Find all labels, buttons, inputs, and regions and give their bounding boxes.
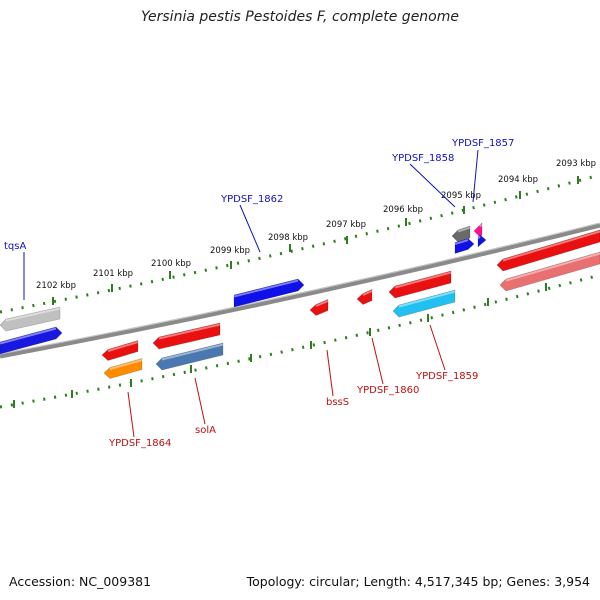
gene-feature-YPDSF_1860-shine: [362, 290, 373, 296]
leader-line: [127, 391, 135, 438]
accession-text: Accession: NC_009381: [9, 574, 152, 589]
gene-feature-YPDSF_1858-a-shine: [457, 226, 471, 233]
gene-feature-YPDSF_1864-b-shine: [109, 359, 143, 370]
gene-feature-bssS[interactable]: [309, 299, 329, 316]
gene-feature-YPDSF_1859-shine: [394, 271, 452, 289]
gene-feature-YPDSF_1858[interactable]: [454, 238, 475, 254]
gene-label-reverse[interactable]: YPDSF_1860: [356, 385, 419, 396]
tick-label: 2097 kbp: [326, 220, 366, 230]
gene-feature-tqsA[interactable]: [0, 326, 63, 355]
gene-feature-bssS-shine: [315, 300, 329, 307]
forward-ruler: [0, 173, 600, 314]
tick-label: 2096 kbp: [383, 205, 423, 215]
gene-feature-solA-b[interactable]: [155, 342, 224, 371]
gene-feature-YPDSF_1859[interactable]: [388, 270, 452, 299]
map-title: Yersinia pestis Pestoides F, complete ge…: [141, 9, 459, 25]
genome-backbone: [0, 222, 600, 359]
tick-label: 2101 kbp: [93, 269, 133, 279]
gene-label-reverse[interactable]: bssS: [326, 397, 349, 408]
tick-label: 2098 kbp: [268, 233, 308, 243]
gene-feature-right-red-shine: [502, 230, 600, 262]
gene-feature-YPDSF_1864[interactable]: [101, 340, 139, 361]
gene-feature-right-red[interactable]: [496, 229, 600, 272]
leader-line: [194, 377, 206, 425]
leader-line: [409, 163, 456, 208]
tick-label: 2093 kbp: [556, 159, 596, 169]
gene-label-reverse[interactable]: YPDSF_1859: [415, 371, 478, 382]
gene-feature-YPDSF_1857-b-shine: [477, 235, 481, 240]
leader-line: [371, 337, 384, 385]
gene-label-forward[interactable]: YPDSF_1862: [220, 194, 283, 205]
tick-label: 2094 kbp: [498, 175, 538, 185]
leader-line: [326, 349, 334, 397]
gene-label-forward[interactable]: YPDSF_1858: [391, 153, 454, 164]
leader-line: [472, 149, 479, 203]
leader-line: [239, 204, 261, 253]
gene-feature-YPDSF_1858-shine: [454, 239, 469, 245]
gene-feature-YPDSF_1859-b-shine: [398, 290, 456, 308]
gene-feature-YPDSF_1859-b[interactable]: [392, 289, 456, 318]
gene-feature-YPDSF_1860[interactable]: [356, 289, 373, 305]
gene-label-forward[interactable]: YPDSF_1857: [451, 138, 514, 149]
gene-feature-YPDSF_1864-shine: [107, 341, 139, 352]
gene-label-reverse[interactable]: solA: [195, 425, 216, 436]
gene-feature-YPDSF_1862-shine: [233, 279, 299, 298]
gene-feature-solA-shine: [158, 323, 221, 340]
genome-summary: Topology: circular; Length: 4,517,345 bp…: [246, 574, 590, 589]
gene-label-reverse[interactable]: YPDSF_1864: [108, 438, 171, 449]
gene-feature-solA-b-shine: [161, 343, 224, 361]
gene-feature-right-pink-shine: [505, 252, 600, 282]
tick-label: 2100 kbp: [151, 259, 191, 269]
gene-feature-gray-shine: [5, 307, 61, 322]
gene-feature-YPDSF_1862[interactable]: [233, 278, 305, 308]
tick-label: 2095 kbp: [441, 191, 481, 201]
tick-label: 2102 kbp: [36, 281, 76, 291]
gene-feature-YPDSF_1857-b[interactable]: [477, 234, 487, 248]
gene-feature-solA[interactable]: [152, 322, 221, 350]
gene-feature-right-pink[interactable]: [499, 251, 600, 292]
gene-feature-YPDSF_1864-b[interactable]: [103, 358, 143, 379]
leader-line: [429, 324, 446, 371]
genome-backbone-highlight: [0, 222, 600, 355]
gene-feature-gray[interactable]: [0, 306, 61, 332]
gene-feature-YPDSF_1857-shine: [479, 223, 483, 228]
gene-feature-tqsA-shine: [0, 327, 57, 345]
gene-label-forward[interactable]: tqsA: [4, 241, 26, 252]
tick-label: 2099 kbp: [210, 246, 250, 256]
